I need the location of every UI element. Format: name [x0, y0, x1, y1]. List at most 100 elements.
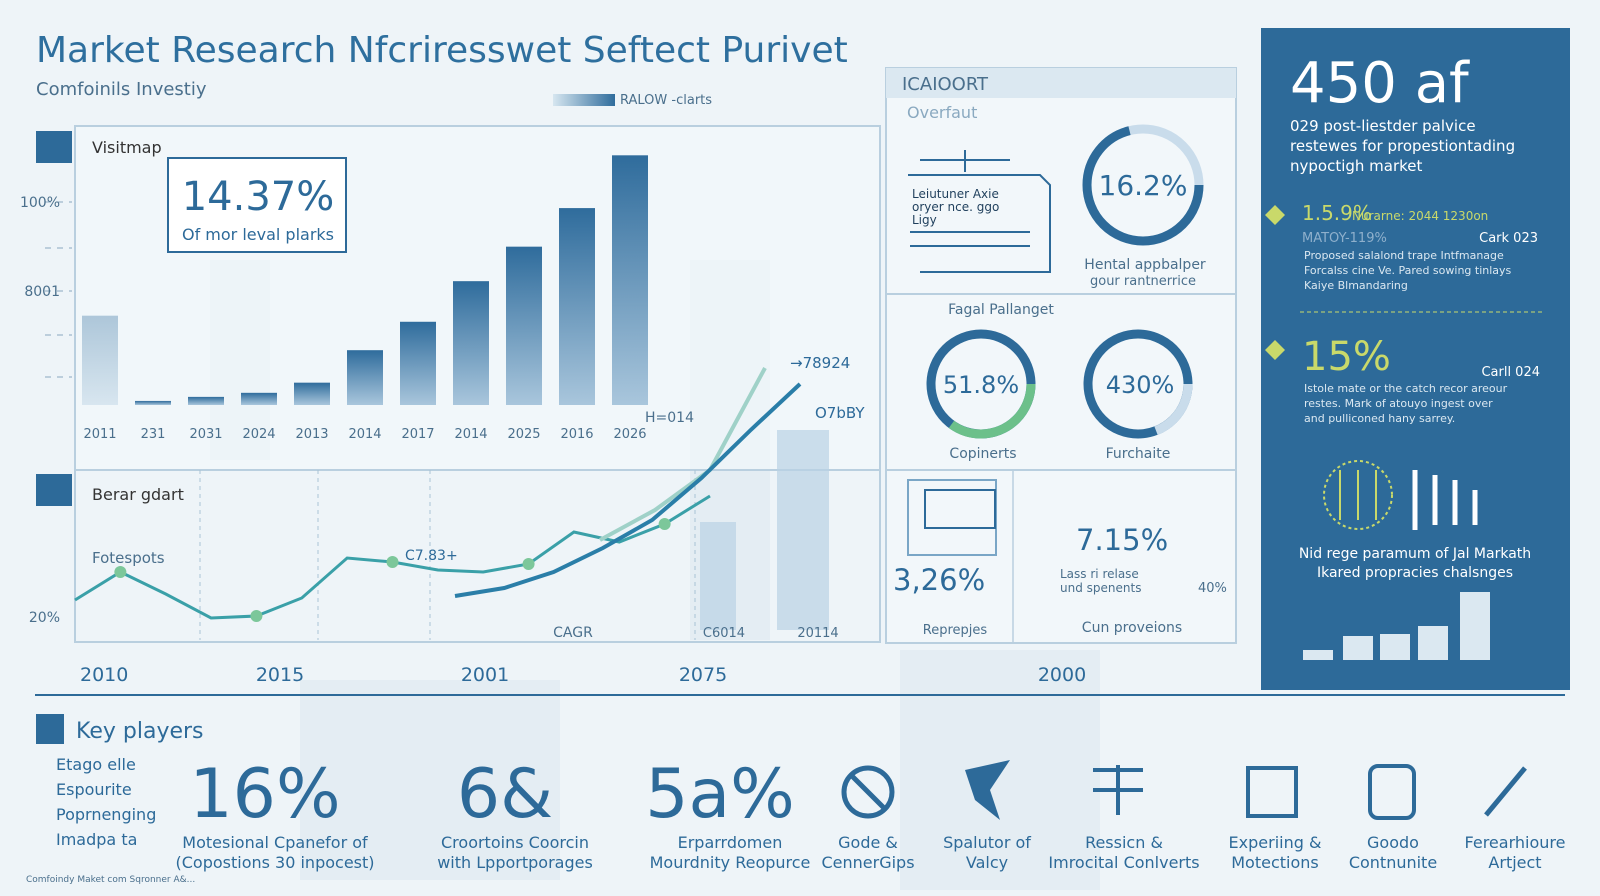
feature-label: Gode & [838, 833, 898, 852]
x-label: 2031 [189, 427, 222, 442]
stat-value: 6& [457, 755, 553, 834]
mini-bar [1460, 592, 1490, 660]
stat-value: 3,26% [893, 563, 985, 597]
trend-panel [74, 469, 881, 643]
y-label: 20% [29, 610, 60, 626]
footnote: Comfoindy Maket com Sqronner A&... [26, 875, 195, 885]
doc-line: oryer nce. ggo [912, 200, 999, 214]
feature-label: Spalutor of [943, 833, 1031, 852]
bar [241, 392, 277, 405]
stat-caption: Reprepjes [923, 623, 988, 638]
bar [559, 208, 595, 405]
bar [82, 315, 118, 405]
x-label: 2014 [348, 427, 381, 442]
x-label: 2017 [401, 427, 434, 442]
feature-label: CennerGips [821, 853, 914, 872]
panel-heading: ICAIOORT [902, 74, 989, 95]
x-label: 2016 [560, 427, 593, 442]
donut-value: 51.8% [943, 371, 1019, 399]
item-text: Forcalss cine Ve. Pared sowing tinlays [1304, 264, 1512, 277]
footer-text: Ikared propracies chalsnges [1317, 565, 1513, 581]
x-axis-label: 2000 [1038, 664, 1086, 686]
donut-value: 16.2% [1099, 169, 1188, 202]
stat-caption: (Copostions 30 inpocest) [175, 853, 374, 872]
headline: 450 af [1290, 51, 1470, 116]
feature-label: Ressicn & [1085, 833, 1163, 852]
mini-bar [1303, 650, 1333, 660]
stat-caption: with Lpportporages [437, 853, 593, 872]
legend-label: RALOW -clarts [620, 93, 712, 108]
donut-caption: gour rantnerrice [1090, 274, 1196, 289]
y-label: 100% [20, 195, 60, 211]
panel-icon [36, 474, 72, 506]
x-axis-label: 2075 [679, 664, 727, 686]
donut-caption: Furchaite [1106, 446, 1171, 462]
list-item: Etago elle [56, 755, 136, 774]
annotation: H=014 [645, 410, 694, 426]
overview-header [886, 68, 1236, 98]
x-axis-label: 2015 [256, 664, 304, 686]
stat-caption: Cun proveions [1082, 620, 1182, 636]
stat-value: 5a% [645, 755, 795, 834]
stat-caption: Mourdnity Reopurce [650, 853, 811, 872]
title: Market Research Nfcriresswet Seftect Pur… [36, 30, 848, 71]
list-item: Espourite [56, 780, 132, 799]
side-icon [1323, 460, 1478, 530]
stat-caption: Motesional Cpanefor of [182, 833, 368, 852]
list-item: Imadpa ta [56, 830, 137, 849]
intro-line: restewes for propestiontading [1290, 137, 1515, 155]
stat-caption: Erparrdomen [678, 833, 783, 852]
donuts [926, 124, 1204, 439]
feature-label: Artject [1488, 853, 1541, 872]
bar [188, 396, 224, 405]
feature-label: Ferearhioure [1465, 833, 1566, 852]
stat-note: Lass ri relase [1060, 567, 1139, 581]
x-label: 2014 [454, 427, 487, 442]
bar [135, 400, 171, 405]
mini-bar [1343, 636, 1373, 660]
annotation: O7bBY [815, 404, 865, 422]
callout-text: Of mor leval plarks [182, 225, 334, 244]
list-item: Poprnenging [56, 805, 156, 824]
section-title: Key players [76, 719, 204, 744]
x-axis-label: 2001 [461, 664, 509, 686]
callout-box [167, 157, 347, 253]
intro-line: 029 post-liestder palvice [1290, 117, 1476, 135]
bar [612, 155, 648, 405]
subtitle: Comfoinils Investiy [36, 79, 207, 100]
item-date: Carll 024 [1481, 365, 1540, 380]
item-date: Cark 023 [1479, 231, 1538, 246]
item-text: Proposed salalond trape Intfmanage [1304, 249, 1504, 262]
trend-point [522, 558, 535, 570]
panel-title: Visitmap [92, 138, 162, 157]
legend-swatch [553, 94, 615, 106]
footer-text: Nid rege paramum of Jal Markath [1299, 546, 1531, 562]
stat-value: 7.15% [1076, 523, 1168, 557]
bar [506, 246, 542, 405]
mini-bar [1380, 634, 1410, 660]
x-label: 2026 [613, 427, 646, 442]
section-title: Fagal Pallanget [948, 302, 1054, 318]
feature-label: Goodo [1367, 833, 1419, 852]
feature-label: Motections [1231, 853, 1319, 872]
feature-label: Experiing & [1229, 833, 1322, 852]
feature-icon [965, 760, 1010, 820]
annotation: CAGR [553, 625, 593, 641]
panel-title: Berar gdart [92, 485, 184, 504]
trend-point [114, 566, 127, 578]
annotation: 20114 [797, 626, 838, 641]
panel-subheading: Overfaut [907, 103, 977, 122]
trend-point [386, 556, 399, 568]
trend-point [658, 518, 671, 530]
donut-value: 430% [1106, 371, 1175, 399]
feature-label: Imrocital Conlverts [1048, 853, 1199, 872]
panel-subtitle: Fotespots [92, 549, 165, 567]
annotation: C6014 [703, 626, 745, 641]
item-sub: MATOY-119% [1302, 231, 1387, 246]
feature-label: Contnunite [1349, 853, 1437, 872]
item-value: 15% [1302, 334, 1391, 380]
trend-point [250, 610, 263, 622]
x-label: 2013 [295, 427, 328, 442]
item-text: Kaiye Blmandaring [1304, 279, 1408, 292]
callout-value: 14.37% [182, 174, 335, 220]
